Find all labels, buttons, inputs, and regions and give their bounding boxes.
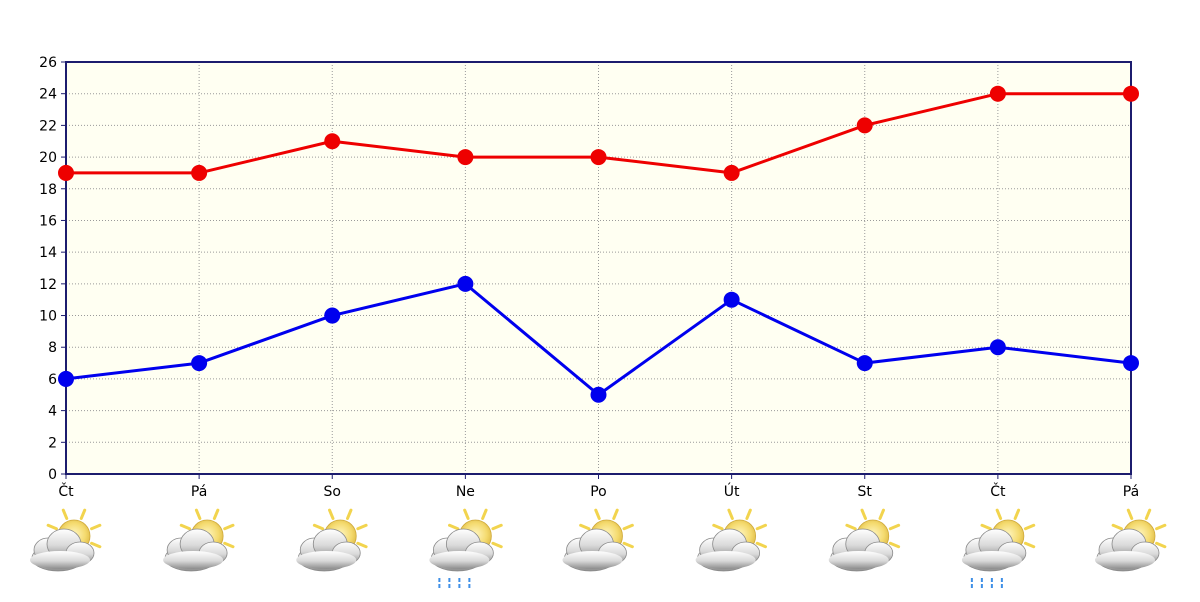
y-tick-label: 0 xyxy=(48,467,57,483)
sun-behind-cloud-icon xyxy=(296,508,368,572)
weather-icons xyxy=(30,508,1167,590)
plot-background xyxy=(66,62,1131,474)
y-tick-label: 12 xyxy=(39,277,57,293)
axes xyxy=(61,61,1132,479)
data-point xyxy=(989,85,1006,102)
sun-behind-cloud-icon xyxy=(695,508,767,572)
y-tick-label: 6 xyxy=(48,372,57,388)
data-point xyxy=(324,307,341,324)
data-point xyxy=(191,164,208,181)
x-tick-label: St xyxy=(858,484,873,500)
y-tick-label: 22 xyxy=(39,118,57,134)
x-tick-label: Čt xyxy=(990,482,1006,500)
data-point xyxy=(723,164,740,181)
y-tick-label: 2 xyxy=(48,435,57,451)
y-tick-label: 14 xyxy=(39,245,57,261)
data-point xyxy=(1123,85,1139,102)
x-tick-label: Pá xyxy=(1123,484,1139,500)
data-point xyxy=(457,275,474,292)
data-point xyxy=(590,386,607,403)
series-1 xyxy=(58,85,1139,181)
rain-cloud-sun-icon xyxy=(429,508,503,590)
y-tick-label: 26 xyxy=(39,55,57,71)
y-tick-label: 8 xyxy=(48,340,57,356)
sun-behind-cloud-icon xyxy=(30,508,102,572)
y-tick-label: 18 xyxy=(39,182,57,198)
data-point xyxy=(989,339,1006,356)
data-point xyxy=(1123,355,1139,372)
x-tick-label: So xyxy=(324,484,341,500)
data-point xyxy=(324,133,341,150)
x-tick-label: Út xyxy=(724,482,740,500)
data-point xyxy=(723,291,740,308)
sun-behind-cloud-icon xyxy=(828,508,901,572)
x-tick-label: Ne xyxy=(456,484,475,500)
data-point xyxy=(590,149,607,166)
rain-cloud-sun-icon xyxy=(961,508,1036,590)
sun-behind-cloud-icon xyxy=(163,508,235,572)
data-point xyxy=(191,355,208,372)
sun-behind-cloud-icon xyxy=(1095,508,1167,572)
y-tick-label: 20 xyxy=(39,150,57,166)
data-point xyxy=(856,355,873,372)
x-tick-label: Po xyxy=(590,484,607,500)
y-tick-label: 24 xyxy=(39,87,57,103)
x-tick-label: Pá xyxy=(191,484,207,500)
series-lines xyxy=(58,85,1139,403)
sun-behind-cloud-icon xyxy=(562,508,634,572)
y-tick-label: 4 xyxy=(48,404,57,420)
data-point xyxy=(58,370,74,387)
x-tick-labels: Čt Pá So Ne Po Út St Čt Pá xyxy=(58,482,1139,500)
series-2 xyxy=(58,275,1139,403)
x-tick-label: Čt xyxy=(58,482,74,500)
y-tick-label: 16 xyxy=(39,213,57,229)
data-point xyxy=(58,164,74,181)
data-point xyxy=(457,149,474,166)
y-tick-label: 10 xyxy=(39,309,57,325)
data-point xyxy=(856,117,873,134)
